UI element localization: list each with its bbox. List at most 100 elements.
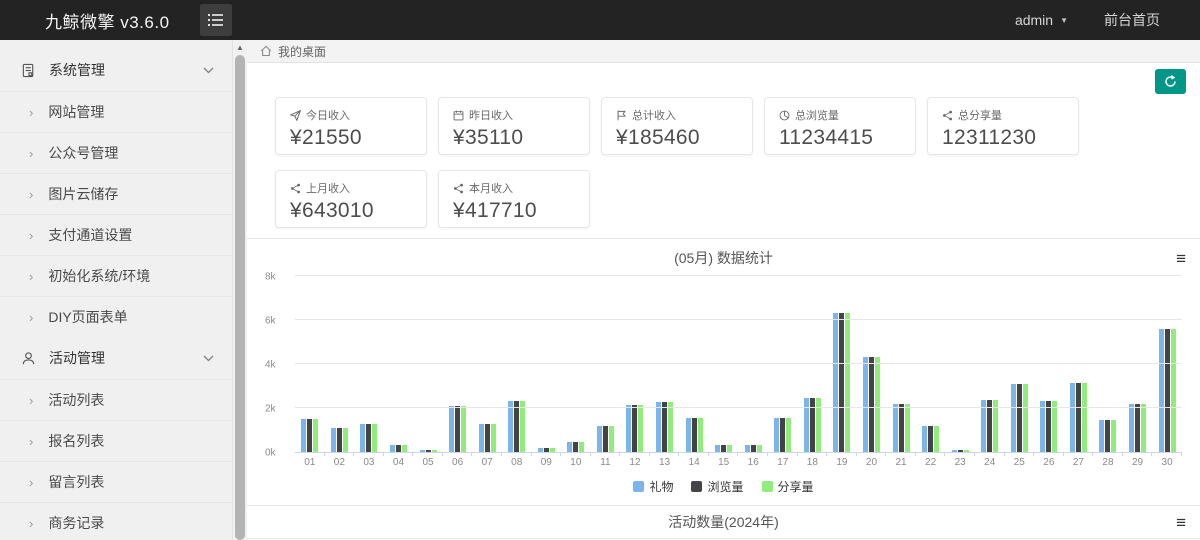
bar xyxy=(744,445,750,452)
legend-label: 礼物 xyxy=(649,479,674,494)
bar xyxy=(697,418,703,452)
stat-card-label: 今日收入 xyxy=(290,107,412,123)
breadcrumb[interactable]: 我的桌面 xyxy=(247,43,326,60)
bar xyxy=(1069,383,1075,452)
bar-group: 04 xyxy=(384,277,414,468)
chevron-right-icon: › xyxy=(29,515,34,531)
sidebar-item[interactable]: › 报名列表 xyxy=(0,420,232,461)
x-axis-tick-label: 14 xyxy=(688,457,700,468)
x-axis-tick-label: 30 xyxy=(1161,457,1173,468)
bar-group: 30 xyxy=(1152,277,1182,468)
chevron-right-icon: › xyxy=(29,186,34,202)
bar xyxy=(425,450,431,452)
sidebar-item[interactable]: › 活动列表 xyxy=(0,379,232,420)
pie-chart-icon xyxy=(779,110,790,121)
refresh-button[interactable] xyxy=(1155,69,1186,94)
sidebar-item[interactable]: › 商务记录 xyxy=(0,502,232,540)
y-axis-tick-label: 0k xyxy=(265,447,276,459)
sidebar-scrollbar[interactable]: ▲ xyxy=(232,40,247,540)
sidebar-item-label: 图片云储存 xyxy=(48,186,119,202)
sidebar-item-label: 公众号管理 xyxy=(48,145,119,161)
bar xyxy=(596,426,602,452)
sidebar-section[interactable]: 活动管理 xyxy=(0,337,232,379)
calendar-icon xyxy=(453,110,464,121)
stat-card: 上月收入 ¥643010 xyxy=(275,170,427,228)
legend-item[interactable]: 礼物 xyxy=(633,478,673,495)
bar xyxy=(537,448,543,452)
bar xyxy=(691,418,697,452)
stat-card: 昨日收入 ¥35110 xyxy=(438,97,590,155)
legend-item[interactable]: 分享量 xyxy=(761,478,814,495)
panel-menu-icon[interactable]: ≡ xyxy=(1176,512,1186,532)
scrollbar-thumb[interactable] xyxy=(235,55,245,540)
x-axis-tick-label: 28 xyxy=(1102,457,1114,468)
bar xyxy=(567,442,573,452)
bar-group: 14 xyxy=(679,277,709,468)
bar xyxy=(461,406,467,452)
bar xyxy=(1111,420,1117,452)
x-axis-tick-label: 29 xyxy=(1131,457,1144,468)
breadcrumb-label: 我的桌面 xyxy=(278,44,327,59)
bar xyxy=(360,424,366,452)
chevron-right-icon: › xyxy=(29,227,34,243)
stat-card-value: ¥185460 xyxy=(616,126,700,149)
chart-title: 活动数量(2024年) xyxy=(668,514,779,530)
legend-swatch xyxy=(633,480,645,492)
bar xyxy=(330,428,336,452)
sidebar-item[interactable]: › 留言列表 xyxy=(0,461,232,502)
legend-item[interactable]: 浏览量 xyxy=(691,478,744,495)
plane-icon xyxy=(290,109,301,121)
sidebar-item[interactable]: › 初始化系统/环境 xyxy=(0,255,232,296)
bar xyxy=(301,419,307,452)
x-axis-tick-label: 07 xyxy=(481,457,493,468)
legend-swatch xyxy=(761,480,773,492)
username-label: admin xyxy=(1014,12,1054,28)
legend-label: 分享量 xyxy=(777,479,814,494)
bar xyxy=(395,445,401,452)
bar xyxy=(313,419,319,452)
activity-count-panel: 活动数量(2024年) ≡ xyxy=(247,505,1200,539)
sidebar-item[interactable]: › DIY页面表单 xyxy=(0,296,232,337)
stat-card-label-text: 总分享量 xyxy=(958,110,1002,122)
bar xyxy=(1135,404,1141,452)
bar xyxy=(809,398,815,452)
bar xyxy=(892,404,898,452)
bar xyxy=(987,400,993,452)
stat-card-label: 总浏览量 xyxy=(779,107,901,123)
x-axis-tick-label: 05 xyxy=(422,457,434,468)
y-axis-tick-label: 6k xyxy=(265,315,276,327)
user-icon xyxy=(21,351,36,366)
x-axis-tick-label: 02 xyxy=(333,457,345,468)
bar xyxy=(573,442,579,452)
bar-group: 25 xyxy=(1005,277,1035,468)
sidebar-item[interactable]: › 支付通道设置 xyxy=(0,214,232,255)
sidebar-item-label: 支付通道设置 xyxy=(48,227,133,243)
user-menu[interactable]: admin ▼ xyxy=(1015,12,1068,28)
panel-menu-icon[interactable]: ≡ xyxy=(1176,248,1186,268)
sidebar-item[interactable]: › 网站管理 xyxy=(0,91,232,132)
chart-legend: 礼物 浏览量 分享量 xyxy=(247,478,1200,495)
sidebar-item[interactable]: › 公众号管理 xyxy=(0,132,232,173)
frontend-home-link[interactable]: 前台首页 xyxy=(1104,12,1160,28)
sidebar-toggle-button[interactable] xyxy=(200,4,232,36)
bar xyxy=(1075,383,1081,452)
bar xyxy=(1052,401,1058,452)
bar-chart: 01 02 03 04 05 06 07 08 09 10 11 12 13 14 15 16 17 18 19 20… xyxy=(261,272,1186,473)
bar xyxy=(928,426,934,452)
bar xyxy=(815,398,821,452)
sidebar-section[interactable]: 系统管理 xyxy=(0,49,232,91)
stat-card: 本月收入 ¥417710 xyxy=(438,170,590,228)
x-axis-tick-label: 17 xyxy=(777,457,789,468)
panel-title-row: (05月) 数据统计 ≡ xyxy=(247,239,1200,277)
stat-card-label-text: 上月收入 xyxy=(306,183,350,195)
bar-group: 17 xyxy=(768,277,798,468)
scroll-up-arrow-icon[interactable]: ▲ xyxy=(236,42,244,52)
bar xyxy=(934,426,940,452)
x-axis-tick-label: 20 xyxy=(865,457,878,468)
sidebar-item[interactable]: › 图片云储存 xyxy=(0,173,232,214)
bar-group: 06 xyxy=(443,277,473,468)
bar xyxy=(1016,384,1022,452)
bar-group: 07 xyxy=(472,277,502,468)
bar-group: 01 xyxy=(295,277,325,468)
bar-group: 18 xyxy=(798,277,828,468)
